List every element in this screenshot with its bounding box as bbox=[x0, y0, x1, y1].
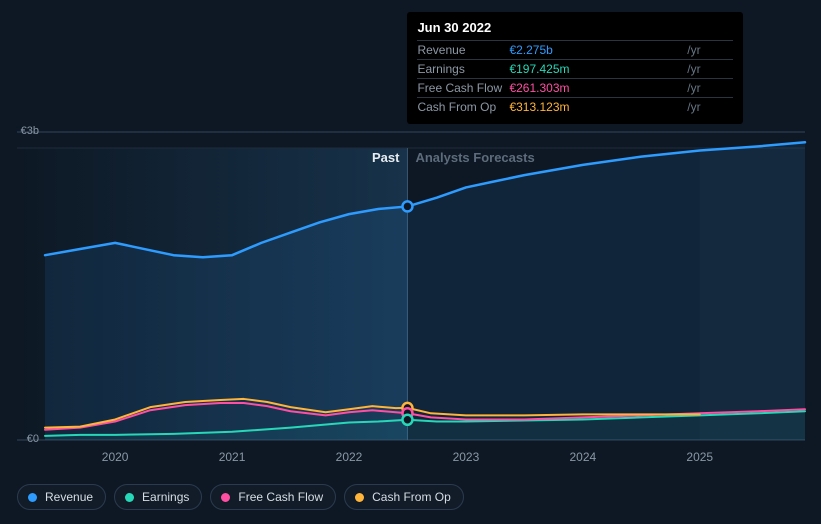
tooltip-row-unit: /yr bbox=[683, 79, 733, 98]
legend-item-label: Cash From Op bbox=[372, 490, 451, 504]
legend-dot-icon bbox=[125, 493, 134, 502]
x-tick-label: 2020 bbox=[102, 450, 129, 464]
past-section-label: Past bbox=[0, 150, 399, 165]
tooltip-table: Revenue€2.275b/yrEarnings€197.425m/yrFre… bbox=[417, 40, 733, 116]
y-tick-label: €3b bbox=[0, 125, 39, 137]
tooltip-row-label: Earnings bbox=[417, 60, 509, 79]
legend-item-earnings[interactable]: Earnings bbox=[114, 484, 202, 510]
tooltip-row-value: €261.303m bbox=[509, 79, 683, 98]
x-tick-label: 2025 bbox=[686, 450, 713, 464]
tooltip-row-unit: /yr bbox=[683, 60, 733, 79]
tooltip-row: Free Cash Flow€261.303m/yr bbox=[417, 79, 733, 98]
chart-legend: Revenue Earnings Free Cash Flow Cash From O… bbox=[17, 484, 464, 510]
earnings-chart: Past Analysts Forecasts €0 €3b 2020 2021 20… bbox=[0, 0, 821, 524]
forecast-section-label: Analysts Forecasts bbox=[415, 150, 534, 165]
x-tick-label: 2024 bbox=[569, 450, 596, 464]
legend-item-cfo[interactable]: Cash From Op bbox=[344, 484, 464, 510]
x-tick-label: 2021 bbox=[219, 450, 246, 464]
tooltip-row-label: Free Cash Flow bbox=[417, 79, 509, 98]
legend-dot-icon bbox=[221, 493, 230, 502]
tooltip-row-label: Revenue bbox=[417, 41, 509, 60]
legend-item-fcf[interactable]: Free Cash Flow bbox=[210, 484, 336, 510]
chart-tooltip: Jun 30 2022 Revenue€2.275b/yrEarnings€19… bbox=[407, 12, 743, 124]
legend-item-label: Free Cash Flow bbox=[238, 490, 323, 504]
x-tick-label: 2022 bbox=[336, 450, 363, 464]
tooltip-row-label: Cash From Op bbox=[417, 98, 509, 117]
tooltip-row-value: €2.275b bbox=[509, 41, 683, 60]
legend-item-label: Revenue bbox=[45, 490, 93, 504]
legend-item-revenue[interactable]: Revenue bbox=[17, 484, 106, 510]
tooltip-row: Revenue€2.275b/yr bbox=[417, 41, 733, 60]
x-tick-label: 2023 bbox=[453, 450, 480, 464]
tooltip-row-unit: /yr bbox=[683, 41, 733, 60]
tooltip-row: Earnings€197.425m/yr bbox=[417, 60, 733, 79]
tooltip-row: Cash From Op€313.123m/yr bbox=[417, 98, 733, 117]
tooltip-row-value: €197.425m bbox=[509, 60, 683, 79]
tooltip-date: Jun 30 2022 bbox=[417, 18, 733, 40]
y-tick-label: €0 bbox=[0, 433, 39, 445]
tooltip-row-unit: /yr bbox=[683, 98, 733, 117]
tooltip-row-value: €313.123m bbox=[509, 98, 683, 117]
legend-dot-icon bbox=[28, 493, 37, 502]
legend-item-label: Earnings bbox=[142, 490, 189, 504]
legend-dot-icon bbox=[355, 493, 364, 502]
